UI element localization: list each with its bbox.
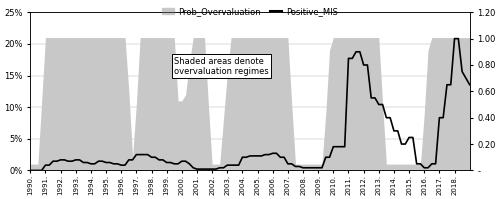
Legend: Prob_Overvaluation, Positive_MIS: Prob_Overvaluation, Positive_MIS xyxy=(158,4,342,20)
Text: Shaded areas denote
overvaluation regimes: Shaded areas denote overvaluation regime… xyxy=(174,57,269,76)
